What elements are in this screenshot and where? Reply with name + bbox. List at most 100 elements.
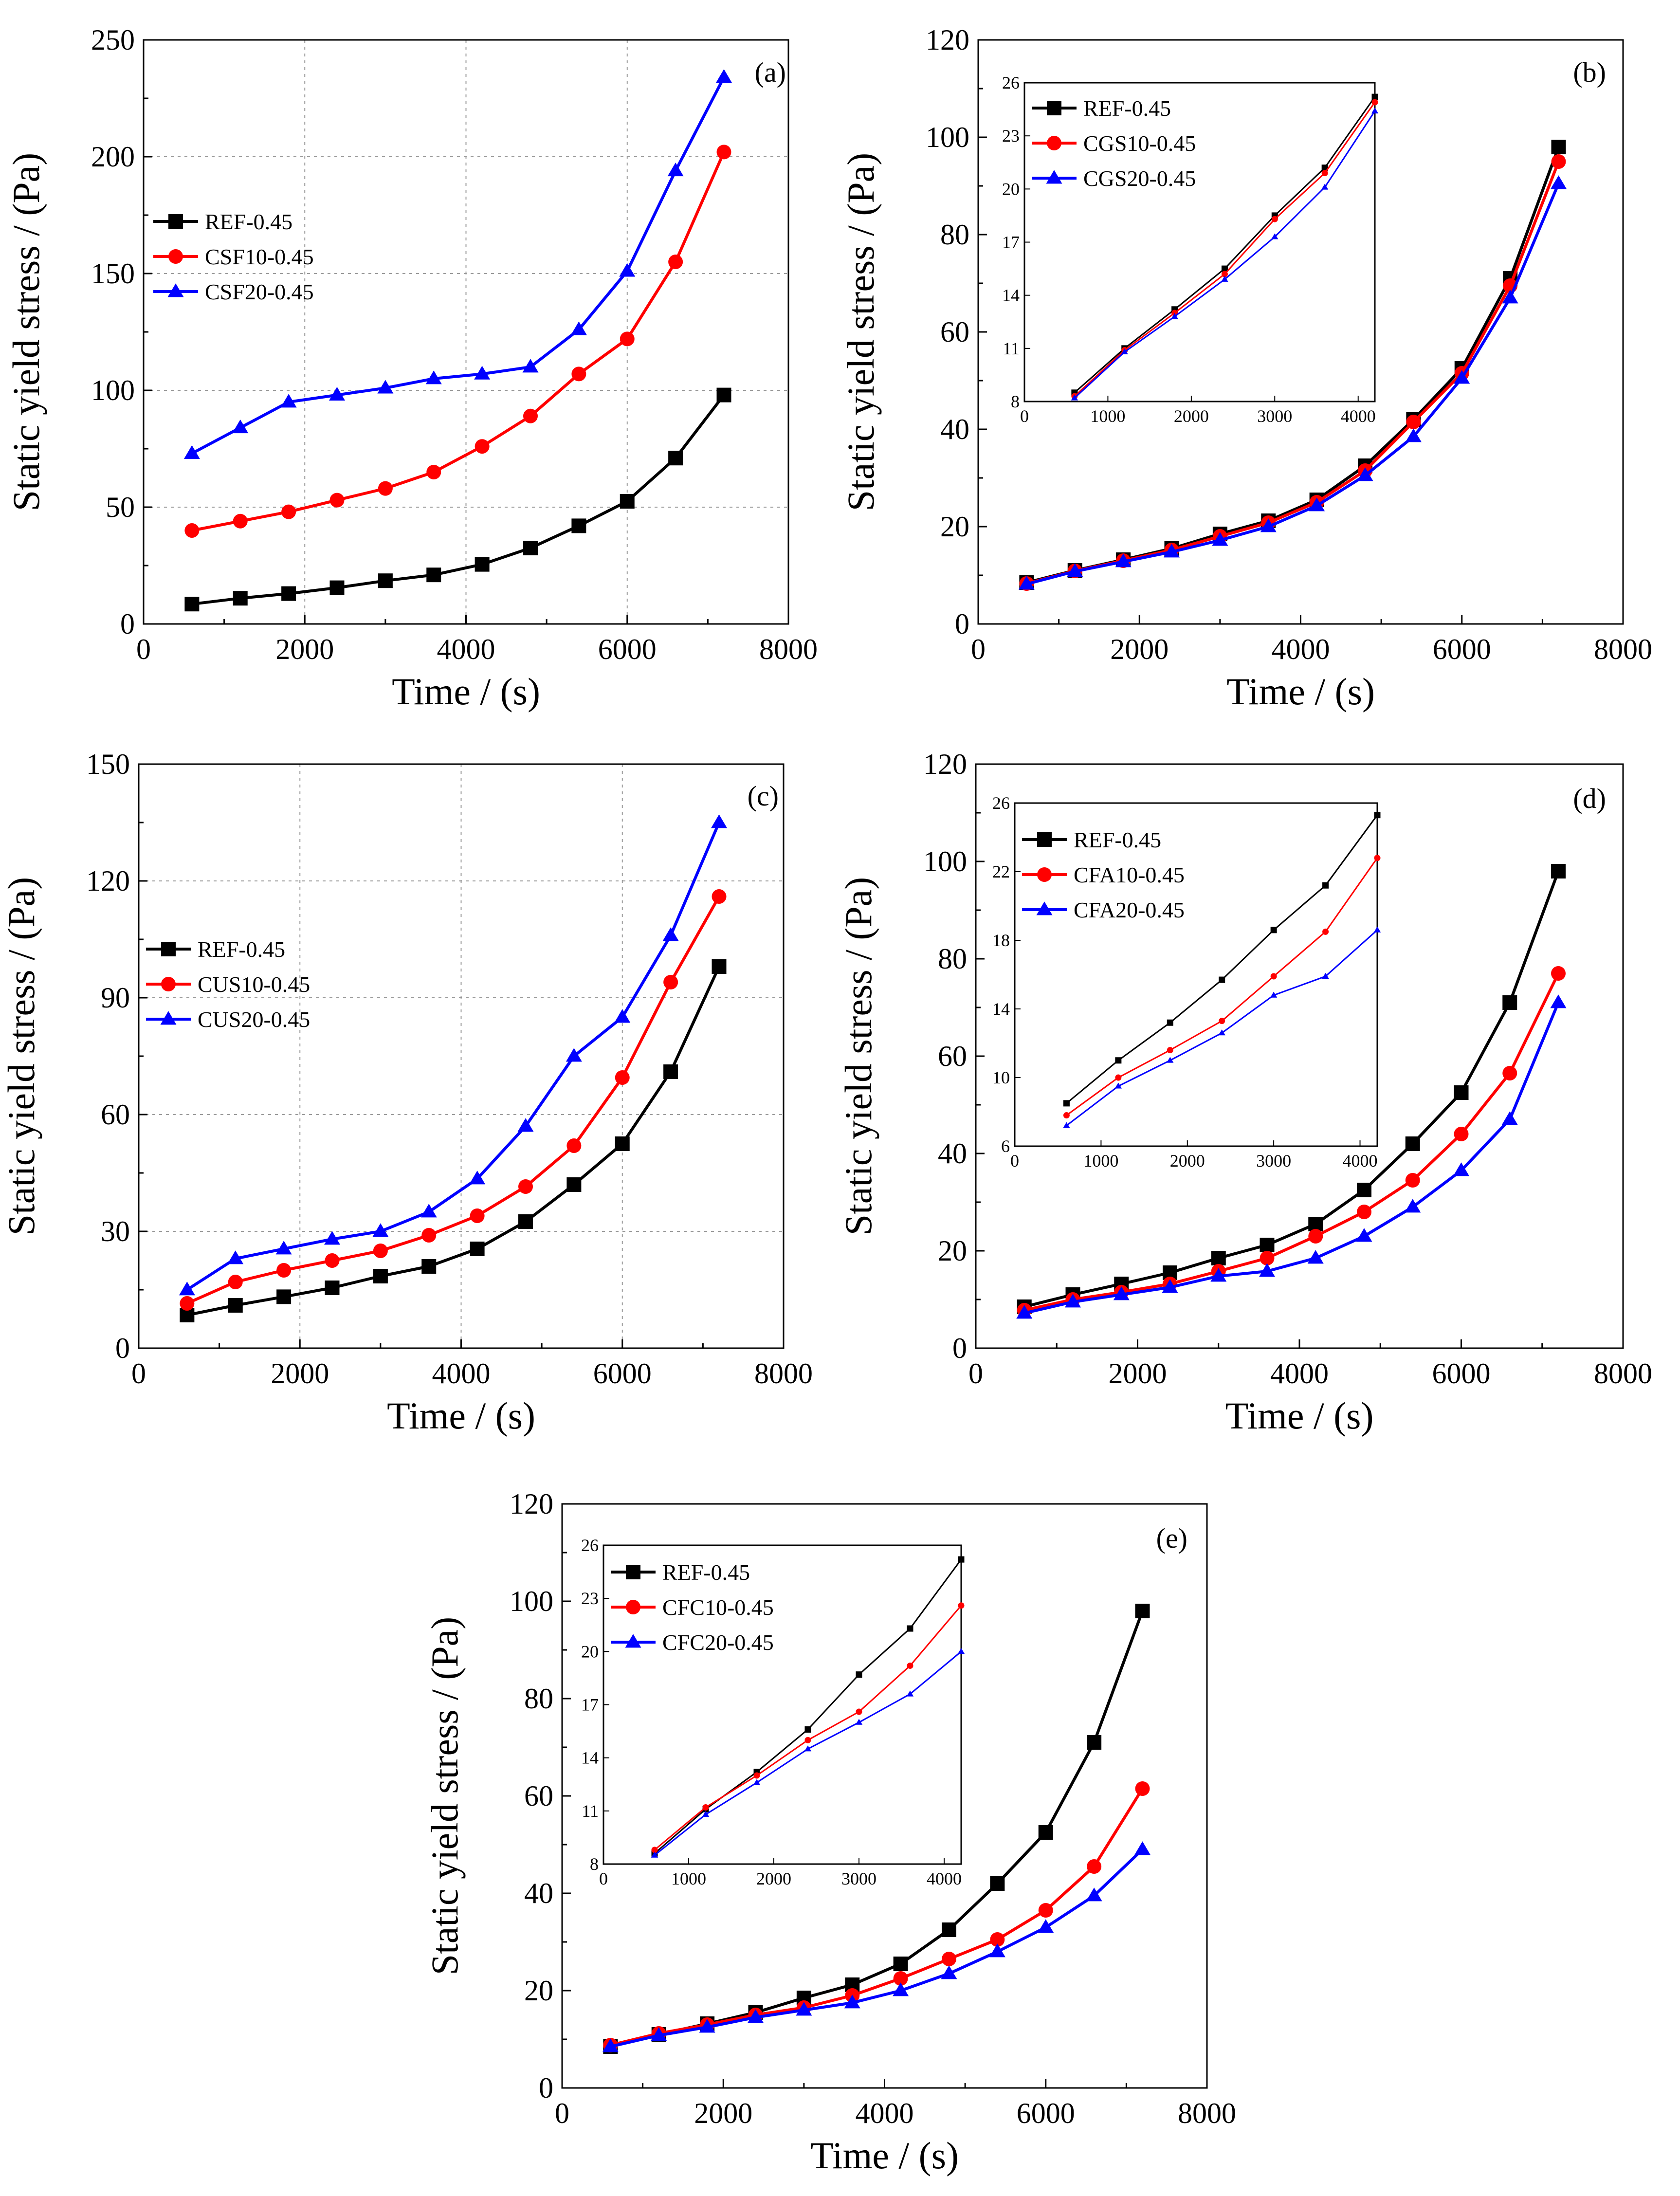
inset-y-tick-label: 26 <box>1002 73 1020 92</box>
legend-marker <box>626 1565 640 1579</box>
data-point-CFA20-0.45 <box>1065 1294 1081 1308</box>
inset-data-point-CFA20-0.45 <box>1373 926 1381 933</box>
data-point-REF-0.45 <box>990 1876 1005 1891</box>
data-point-CFC20-0.45 <box>748 2009 764 2023</box>
data-point-CSF20-0.45 <box>522 359 539 373</box>
inset-data-point-CGS20-0.45 <box>1071 394 1078 401</box>
y-tick-label: 40 <box>938 1137 967 1170</box>
data-point-CSF20-0.45 <box>280 394 297 408</box>
legend-label: CFC10-0.45 <box>662 1595 774 1620</box>
inset-x-tick-label: 0 <box>1010 1151 1019 1171</box>
inset-y-tick-label: 17 <box>581 1695 599 1715</box>
data-point-CUS20-0.45 <box>275 1241 292 1255</box>
x-tick-label: 4000 <box>432 1357 491 1390</box>
x-tick-label: 6000 <box>593 1357 652 1390</box>
inset-x-tick-label: 1000 <box>671 1869 706 1888</box>
data-point-CFC10-0.45 <box>1087 1859 1102 1874</box>
data-point-CSF20-0.45 <box>619 263 636 277</box>
inset-data-point-REF-0.45 <box>958 1556 965 1563</box>
inset-data-point-CFC20-0.45 <box>753 1779 761 1785</box>
data-point-CUS10-0.45 <box>276 1263 292 1278</box>
inset-x-tick-label: 3000 <box>1257 406 1292 426</box>
inset-data-point-CGS10-0.45 <box>1271 216 1278 222</box>
inset-data-point-CFA10-0.45 <box>1322 928 1329 935</box>
y-tick-label: 250 <box>91 24 135 56</box>
data-point-REF-0.45 <box>668 451 683 466</box>
inset-data-point-REF-0.45 <box>1270 927 1277 933</box>
series-line-REF-0.45 <box>192 394 725 606</box>
x-tick-label: 6000 <box>1432 1357 1491 1390</box>
x-tick-label: 0 <box>131 1357 146 1390</box>
inset-data-point-CFA10-0.45 <box>1063 1112 1070 1119</box>
legend-marker <box>625 1634 641 1648</box>
y-tick-label: 100 <box>510 1585 553 1617</box>
data-point-CUS20-0.45 <box>372 1223 389 1237</box>
y-axis-title: Static yield stress / (Pa) <box>840 153 882 512</box>
data-point-CSF10-0.45 <box>523 408 538 423</box>
inset-data-point-CFA20-0.45 <box>1218 1029 1225 1036</box>
data-point-REF-0.45 <box>1135 1604 1150 1618</box>
inset-frame <box>1014 802 1378 1147</box>
data-point-REF-0.45 <box>1260 1238 1275 1252</box>
data-point-CUS10-0.45 <box>373 1244 388 1258</box>
data-point-CFA20-0.45 <box>1259 1263 1275 1277</box>
x-tick-label: 0 <box>968 1357 983 1390</box>
inset-data-point-CFA20-0.45 <box>1167 1057 1174 1063</box>
inset-data-point-REF-0.45 <box>1321 165 1328 171</box>
data-point-CFC20-0.45 <box>941 1965 957 1979</box>
x-tick-label: 8000 <box>1178 2097 1236 2129</box>
data-point-CSF20-0.45 <box>570 321 587 335</box>
inset-data-point-CFA10-0.45 <box>1374 855 1381 861</box>
data-point-CGS20-0.45 <box>1551 175 1567 189</box>
data-point-CUS10-0.45 <box>518 1179 533 1194</box>
inset-x-tick-label: 2000 <box>1174 406 1209 426</box>
data-point-CGS20-0.45 <box>1454 370 1470 384</box>
y-tick-label: 120 <box>926 24 969 56</box>
inset-data-point-CGS20-0.45 <box>1271 233 1278 239</box>
data-point-REF-0.45 <box>712 959 727 974</box>
data-point-CFA20-0.45 <box>1501 1111 1518 1125</box>
data-point-CFC20-0.45 <box>1134 1841 1150 1855</box>
inset-data-point-CFA20-0.45 <box>1322 972 1329 979</box>
series-line-CFA10-0.45 <box>1024 972 1560 1312</box>
legend-marker <box>167 283 184 297</box>
legend-label: CUS20-0.45 <box>198 1007 310 1032</box>
data-point-REF-0.45 <box>276 1289 292 1304</box>
data-point-CFA20-0.45 <box>1162 1279 1178 1293</box>
x-tick-label: 8000 <box>754 1357 813 1390</box>
inset-data-point-CGS10-0.45 <box>1371 99 1378 106</box>
data-point-REF-0.45 <box>470 1242 485 1256</box>
data-point-CFC10-0.45 <box>1038 1903 1053 1918</box>
data-point-CUS20-0.45 <box>614 1009 631 1023</box>
inset-y-tick-label: 14 <box>1002 286 1020 305</box>
y-tick-label: 80 <box>524 1683 553 1715</box>
inset-data-point-REF-0.45 <box>1115 1057 1122 1064</box>
inset-x-tick-label: 2000 <box>1170 1151 1205 1171</box>
x-tick-label: 2000 <box>275 633 334 665</box>
inset-y-tick-label: 14 <box>581 1748 599 1768</box>
data-point-CGS20-0.45 <box>1309 497 1325 512</box>
x-tick-label: 2000 <box>271 1357 329 1390</box>
y-tick-label: 50 <box>106 491 135 523</box>
y-tick-label: 200 <box>91 141 135 173</box>
legend-marker <box>1047 101 1061 115</box>
data-point-REF-0.45 <box>1454 1085 1469 1100</box>
data-point-REF-0.45 <box>620 494 635 509</box>
data-point-CUS20-0.45 <box>227 1250 244 1264</box>
y-axis-title: Static yield stress / (Pa) <box>0 877 42 1236</box>
legend-label: CGS20-0.45 <box>1083 166 1196 191</box>
inset-data-point-REF-0.45 <box>1221 265 1228 272</box>
legend-label: REF-0.45 <box>662 1560 750 1585</box>
data-point-CUS20-0.45 <box>566 1048 582 1062</box>
data-point-CFC20-0.45 <box>989 1943 1005 1958</box>
inset-x-tick-label: 0 <box>1020 406 1029 426</box>
inset-y-tick-label: 23 <box>581 1589 599 1608</box>
y-tick-label: 0 <box>115 1332 130 1364</box>
inset-data-point-REF-0.45 <box>1219 976 1225 983</box>
data-point-CSF20-0.45 <box>377 380 394 394</box>
y-tick-label: 120 <box>86 865 130 897</box>
